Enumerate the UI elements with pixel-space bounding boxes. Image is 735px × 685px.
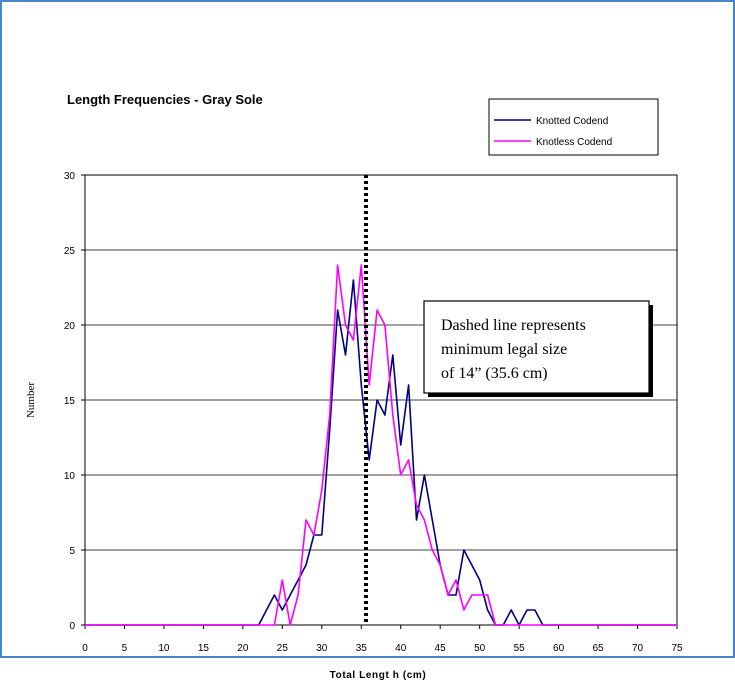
xtick-label-60: 60: [553, 643, 565, 654]
xtick-label-0: 0: [82, 643, 88, 654]
ytick-label-15: 15: [64, 396, 76, 407]
xtick-label-50: 50: [474, 643, 486, 654]
x-axis: 0 5 10 15 20 25 30 35 40 45 50 55 60 65 70 75: [82, 625, 683, 654]
xtick-label-55: 55: [514, 643, 526, 654]
x-axis-label: Total Lengt h (cm): [330, 670, 427, 681]
ytick-label-0: 0: [69, 621, 75, 632]
ytick-label-10: 10: [64, 471, 76, 482]
grid-lines: [85, 249, 677, 551]
y-axis: 0 5 10 15 20 25 30: [64, 171, 85, 632]
xtick-label-15: 15: [198, 643, 210, 654]
xtick-label-70: 70: [632, 643, 644, 654]
chart-title: Length Frequencies - Gray Sole: [67, 92, 263, 107]
legend: Knotted Codend Knotless Codend: [488, 98, 659, 156]
xtick-label-75: 75: [671, 643, 683, 654]
legend-label-knotless: Knotless Codend: [536, 137, 612, 148]
xtick-label-25: 25: [277, 643, 289, 654]
annotation-line-3: of 14” (35.6 cm): [441, 365, 548, 382]
series-line-knotless: [85, 264, 677, 626]
ytick-label-25: 25: [64, 246, 76, 257]
series-lines: [85, 264, 677, 626]
annotation-line-1: Dashed line represents: [441, 317, 586, 334]
annotation-line-2: minimum legal size: [441, 341, 567, 358]
xtick-label-10: 10: [158, 643, 170, 654]
xtick-label-35: 35: [356, 643, 368, 654]
xtick-label-40: 40: [395, 643, 407, 654]
xtick-label-45: 45: [435, 643, 447, 654]
xtick-label-65: 65: [593, 643, 605, 654]
xtick-label-20: 20: [237, 643, 249, 654]
xtick-label-5: 5: [122, 643, 128, 654]
ytick-label-20: 20: [64, 321, 76, 332]
y-axis-label: Number: [25, 382, 37, 418]
annotation-box: Dashed line represents minimum legal size…: [423, 300, 653, 397]
ytick-label-5: 5: [69, 546, 75, 557]
xtick-label-30: 30: [316, 643, 328, 654]
legend-label-knotted: Knotted Codend: [536, 116, 608, 127]
ytick-label-30: 30: [64, 171, 76, 182]
